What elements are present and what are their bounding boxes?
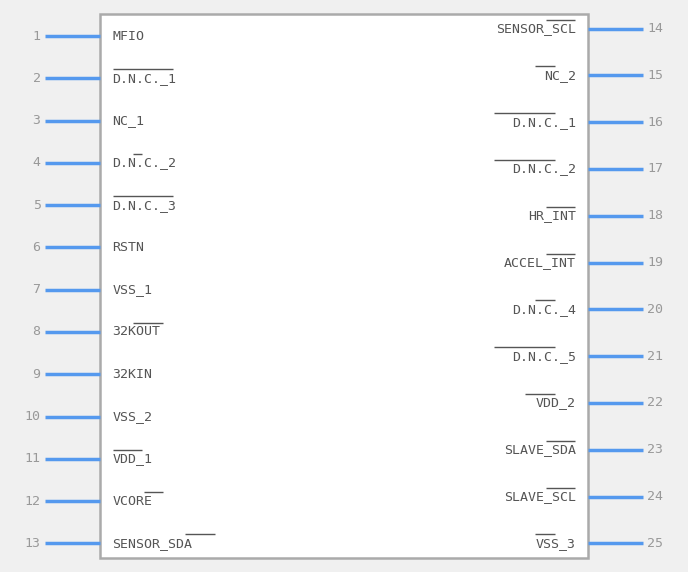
Text: D.N.C._5: D.N.C._5 (512, 349, 576, 363)
Text: D.N.C._2: D.N.C._2 (112, 156, 176, 169)
Text: NC_1: NC_1 (112, 114, 144, 127)
Text: 19: 19 (647, 256, 663, 269)
Text: SENSOR_SDA: SENSOR_SDA (112, 537, 192, 550)
Text: SENSOR_SCL: SENSOR_SCL (496, 22, 576, 35)
Text: 32KIN: 32KIN (112, 368, 152, 381)
Text: VSS_1: VSS_1 (112, 283, 152, 296)
Text: HR_INT: HR_INT (528, 209, 576, 223)
Text: 3: 3 (32, 114, 41, 127)
Text: SLAVE_SDA: SLAVE_SDA (504, 443, 576, 456)
Text: 23: 23 (647, 443, 663, 456)
Text: D.N.C._3: D.N.C._3 (112, 198, 176, 212)
Text: 8: 8 (32, 325, 41, 339)
Text: 12: 12 (25, 495, 41, 507)
Text: 1: 1 (32, 30, 41, 42)
Text: 18: 18 (647, 209, 663, 223)
Text: VDD_1: VDD_1 (112, 452, 152, 466)
Text: 20: 20 (647, 303, 663, 316)
Text: SLAVE_SCL: SLAVE_SCL (504, 490, 576, 503)
Text: 5: 5 (32, 198, 41, 212)
Text: VCORE: VCORE (112, 495, 152, 507)
Text: NC_2: NC_2 (544, 69, 576, 82)
Text: VSS_2: VSS_2 (112, 410, 152, 423)
Text: 21: 21 (647, 349, 663, 363)
Text: D.N.C._4: D.N.C._4 (512, 303, 576, 316)
Text: MFIO: MFIO (112, 30, 144, 42)
Bar (100, 14, 588, 558)
Text: 13: 13 (25, 537, 41, 550)
Text: 14: 14 (647, 22, 663, 35)
Text: 15: 15 (647, 69, 663, 82)
Text: 6: 6 (32, 241, 41, 254)
Text: ACCEL_INT: ACCEL_INT (504, 256, 576, 269)
Text: 17: 17 (647, 162, 663, 176)
Text: 4: 4 (32, 156, 41, 169)
Text: D.N.C._1: D.N.C._1 (112, 72, 176, 85)
Text: 10: 10 (25, 410, 41, 423)
Text: 22: 22 (647, 396, 663, 410)
Text: 11: 11 (25, 452, 41, 466)
Text: VSS_3: VSS_3 (536, 537, 576, 550)
Text: 25: 25 (647, 537, 663, 550)
Text: 16: 16 (647, 116, 663, 129)
Text: 9: 9 (32, 368, 41, 381)
Text: VDD_2: VDD_2 (536, 396, 576, 410)
Text: 32KOUT: 32KOUT (112, 325, 160, 339)
Text: D.N.C._2: D.N.C._2 (512, 162, 576, 176)
Text: 2: 2 (32, 72, 41, 85)
Text: RSTN: RSTN (112, 241, 144, 254)
Text: D.N.C._1: D.N.C._1 (512, 116, 576, 129)
Text: 24: 24 (647, 490, 663, 503)
Text: 7: 7 (32, 283, 41, 296)
